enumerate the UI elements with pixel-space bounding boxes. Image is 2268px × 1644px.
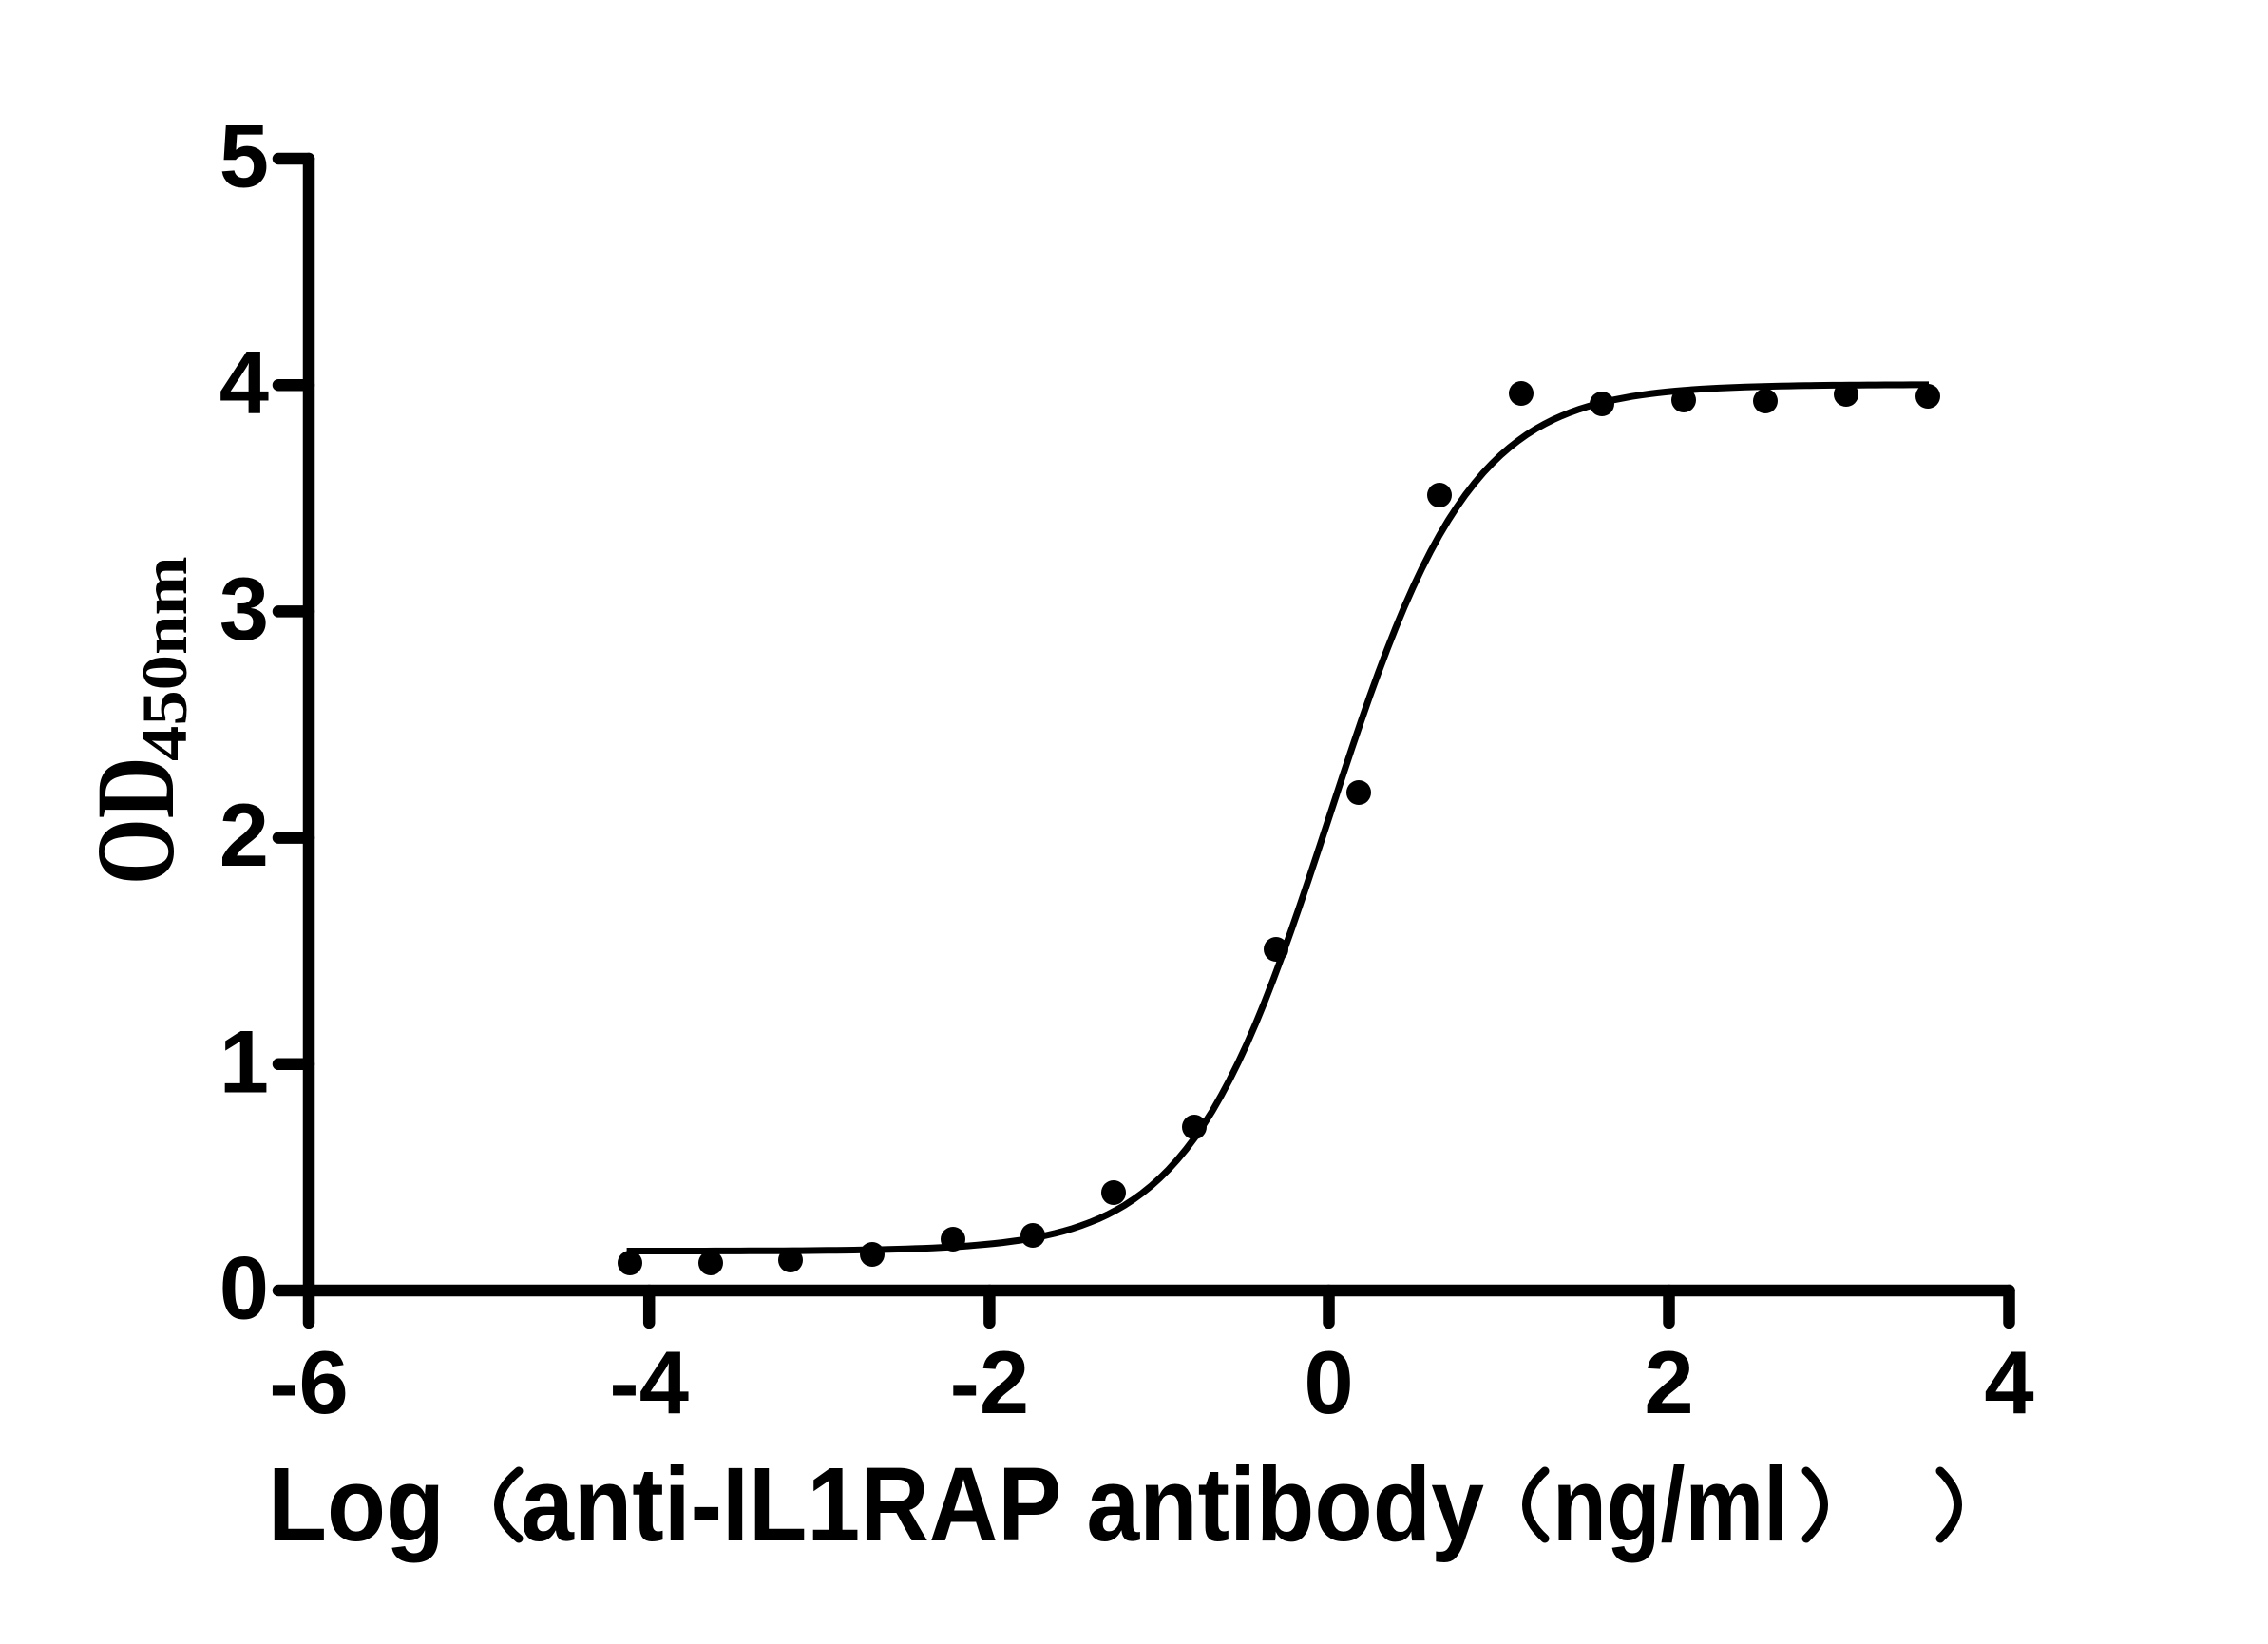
svg-text:450nm: 450nm (129, 556, 200, 761)
svg-text:OD: OD (73, 756, 197, 885)
svg-text:Log: Log (268, 1446, 445, 1563)
svg-text:2: 2 (1644, 1332, 1693, 1432)
svg-text:anti-IL1RAP antibody: anti-IL1RAP antibody (521, 1446, 1484, 1563)
svg-text:0: 0 (1304, 1332, 1353, 1432)
svg-text:0: 0 (219, 1238, 269, 1338)
svg-text:-4: -4 (609, 1332, 689, 1432)
svg-text:-2: -2 (950, 1332, 1030, 1432)
svg-text:4: 4 (219, 333, 269, 432)
svg-text:2: 2 (219, 785, 269, 885)
svg-text:1: 1 (219, 1011, 269, 1111)
svg-text:ng/ml: ng/ml (1553, 1446, 1788, 1563)
svg-text:3: 3 (219, 559, 269, 659)
svg-text:-6: -6 (269, 1332, 349, 1432)
svg-text:5: 5 (219, 106, 269, 206)
svg-text:4: 4 (1984, 1332, 2033, 1432)
